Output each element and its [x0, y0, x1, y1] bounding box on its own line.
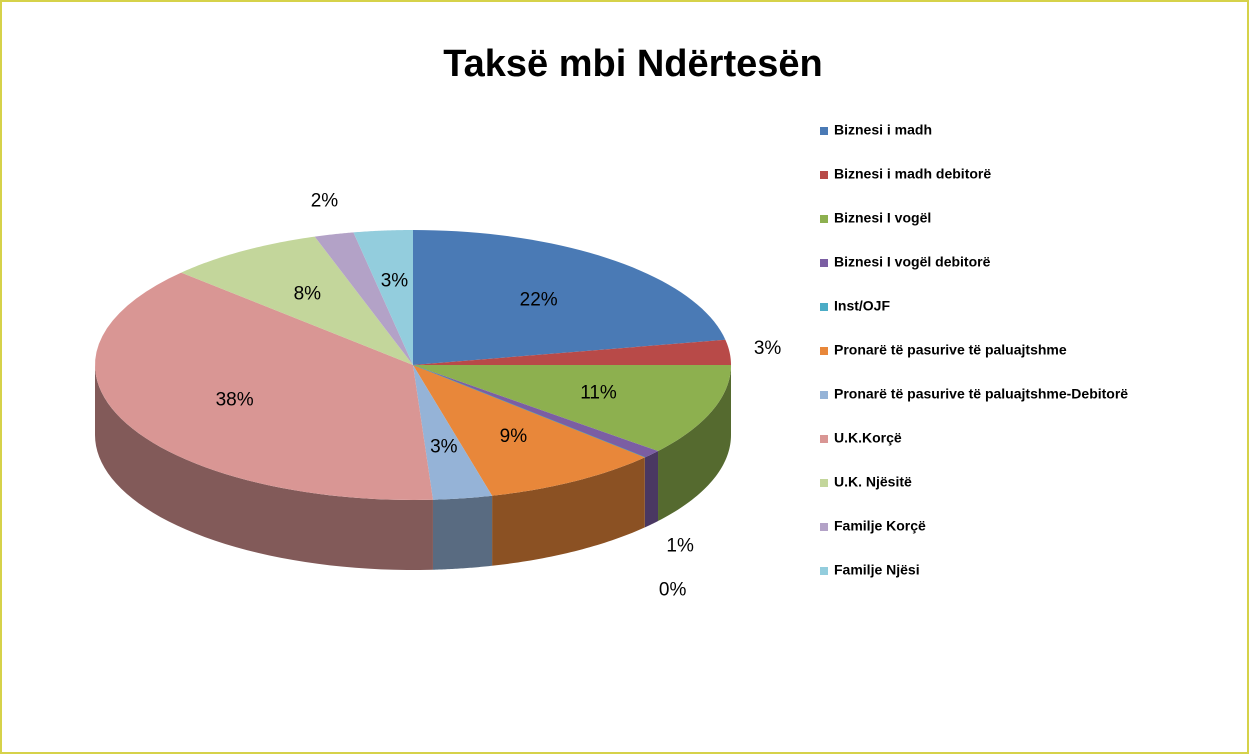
slice	[314, 232, 413, 365]
slice	[95, 272, 433, 500]
slice	[413, 365, 645, 496]
data-label: 9%	[500, 426, 528, 447]
legend-swatch	[820, 215, 828, 223]
legend-swatch	[820, 391, 828, 399]
slice-side	[644, 451, 659, 528]
legend-label: U.K. Njësitë	[834, 474, 912, 490]
legend-swatch	[820, 435, 828, 443]
slice	[353, 230, 413, 365]
legend-label: Pronarë të pasurive të paluajtshme-Debit…	[834, 386, 1128, 402]
legend-swatch	[820, 303, 828, 311]
slice	[413, 365, 731, 452]
legend-swatch	[820, 567, 828, 575]
legend-label: Biznesi I vogël	[834, 210, 931, 226]
legend-swatch	[820, 523, 828, 531]
legend-swatch	[820, 171, 828, 179]
data-label: 11%	[580, 382, 617, 403]
slice	[413, 230, 726, 365]
legend-label: Pronarë të pasurive të paluajtshme	[834, 342, 1067, 358]
data-label: 3%	[381, 271, 409, 292]
legend-swatch	[820, 479, 828, 487]
legend-label: Biznesi I vogël debitorë	[834, 254, 991, 270]
legend-label: Familje Njësi	[834, 562, 920, 578]
legend-swatch	[820, 127, 828, 135]
slice	[413, 365, 493, 500]
chart-title: Taksë mbi Ndërtesën	[443, 43, 822, 85]
data-label: 22%	[520, 290, 558, 311]
data-label: 3%	[430, 437, 458, 458]
data-label: 2%	[311, 191, 339, 212]
data-label: 38%	[216, 390, 254, 411]
legend-label: Familje Korçë	[834, 518, 926, 534]
data-label: 8%	[294, 283, 322, 304]
slice	[413, 365, 659, 458]
legend-swatch	[820, 259, 828, 267]
slice-side	[658, 365, 731, 522]
legend-label: Inst/OJF	[834, 298, 890, 314]
slice	[413, 339, 731, 365]
slice	[181, 236, 413, 365]
legend-label: Biznesi i madh debitorë	[834, 166, 991, 182]
data-label: 1%	[666, 536, 694, 557]
legend-label: Biznesi i madh	[834, 122, 932, 138]
data-label: 0%	[659, 580, 687, 601]
slice-side	[95, 365, 433, 570]
slice-side	[492, 457, 645, 566]
slice-side	[432, 495, 493, 570]
data-label: 3%	[754, 338, 782, 359]
legend-swatch	[820, 347, 828, 355]
legend-label: U.K.Korçë	[834, 430, 902, 446]
